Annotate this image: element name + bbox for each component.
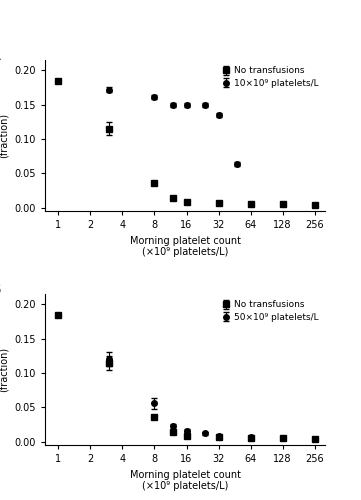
Legend: No transfusions, 50×10⁹ platelets/L: No transfusions, 50×10⁹ platelets/L: [219, 298, 320, 324]
X-axis label: Morning platelet count
(×10⁹ platelets/L): Morning platelet count (×10⁹ platelets/L…: [130, 236, 240, 257]
Text: B: B: [0, 282, 1, 297]
Y-axis label: Days with bleeding
(fraction): Days with bleeding (fraction): [0, 88, 9, 182]
Y-axis label: Days with bleeding
(fraction): Days with bleeding (fraction): [0, 322, 9, 416]
X-axis label: Morning platelet count
(×10⁹ platelets/L): Morning platelet count (×10⁹ platelets/L…: [130, 470, 240, 491]
Text: A: A: [0, 48, 1, 63]
Legend: No transfusions, 10×10⁹ platelets/L: No transfusions, 10×10⁹ platelets/L: [219, 64, 320, 90]
